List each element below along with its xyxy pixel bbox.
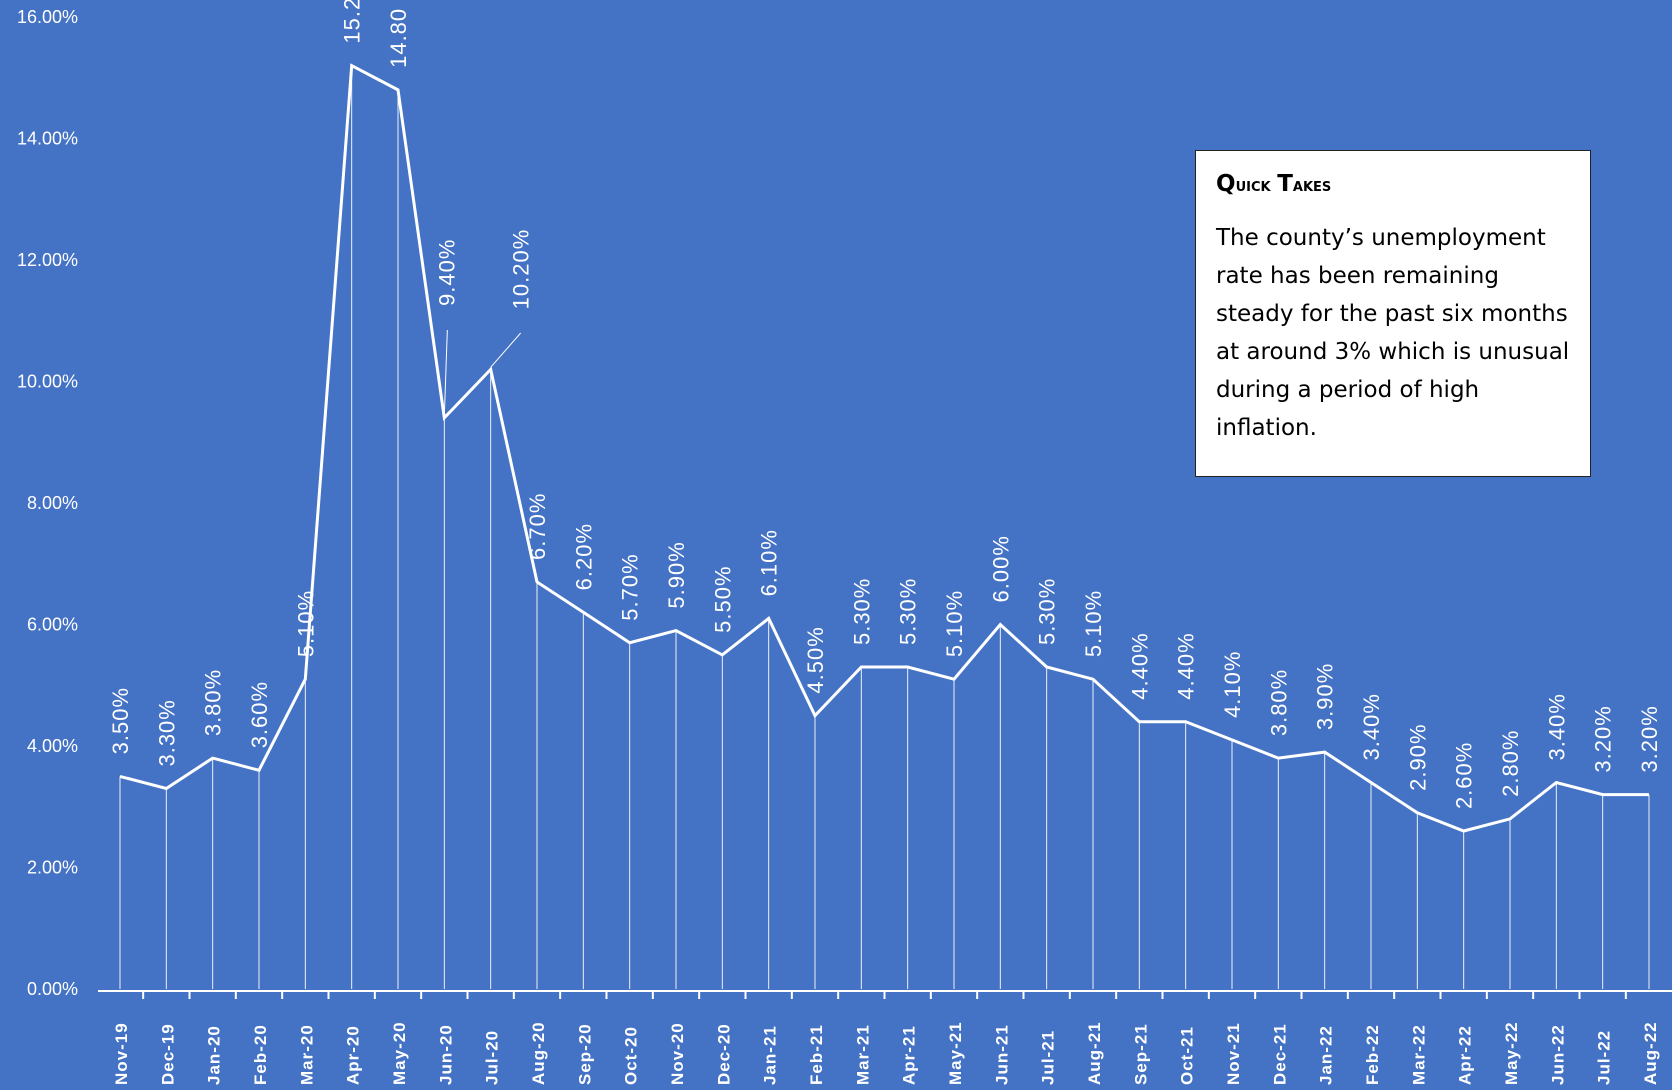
x-tick-label: May-22 — [1502, 1021, 1521, 1085]
data-label: 9.40% — [434, 239, 459, 306]
data-label: 14.80 — [386, 8, 411, 68]
y-tick-label: 16.00% — [17, 7, 78, 27]
x-tick-label: Jan-20 — [205, 1025, 224, 1085]
data-label: 4.50% — [803, 626, 828, 693]
data-label: 2.80% — [1498, 730, 1523, 797]
x-tick-label: Dec-19 — [158, 1023, 177, 1085]
x-tick-label: Dec-21 — [1270, 1023, 1289, 1085]
x-tick-label: Jul-20 — [483, 1030, 502, 1085]
x-tick-label: Dec-20 — [714, 1023, 733, 1085]
x-tick-label: Feb-22 — [1363, 1024, 1382, 1085]
callout-title-initial: T — [1277, 171, 1293, 197]
y-tick-label: 8.00% — [27, 493, 78, 513]
x-tick-label: Aug-21 — [1085, 1021, 1104, 1085]
y-tick-label: 12.00% — [17, 250, 78, 270]
x-tick-label: Apr-21 — [900, 1025, 919, 1085]
data-label: 3.20% — [1591, 705, 1616, 772]
data-label: 15.2 — [340, 0, 365, 44]
x-tick-label: Feb-21 — [807, 1024, 826, 1085]
x-tick-label: Nov-20 — [668, 1022, 687, 1085]
x-tick-label: Nov-21 — [1224, 1022, 1243, 1085]
data-label: 6.20% — [571, 523, 596, 590]
data-label: 2.60% — [1452, 742, 1477, 809]
x-tick-label: Jun-22 — [1548, 1024, 1567, 1085]
data-label: 5.10% — [942, 590, 967, 657]
x-tick-label: Apr-20 — [344, 1025, 363, 1085]
data-label: 4.40% — [1127, 632, 1152, 699]
series-line — [119, 63, 1649, 833]
x-tick-label: Jun-20 — [436, 1024, 455, 1085]
x-tick-label: Jul-21 — [1039, 1030, 1058, 1085]
x-tick-label: Mar-20 — [297, 1024, 316, 1085]
data-label: 5.10% — [293, 590, 318, 657]
y-tick-label: 10.00% — [17, 372, 78, 392]
data-label: 5.10% — [1081, 590, 1106, 657]
x-tick-label: May-20 — [390, 1021, 409, 1085]
x-tick-label: Apr-22 — [1456, 1025, 1475, 1085]
data-label: 3.40% — [1544, 693, 1569, 760]
data-label: 3.60% — [247, 681, 272, 748]
x-tick-label: Nov-19 — [112, 1022, 131, 1085]
y-tick-label: 0.00% — [27, 979, 78, 999]
x-tick-label: Sep-20 — [575, 1023, 594, 1085]
x-tick-label: Sep-21 — [1131, 1023, 1150, 1085]
y-tick-label: 2.00% — [27, 858, 78, 878]
data-label: 5.70% — [618, 553, 643, 620]
label-leader-line — [490, 332, 522, 368]
x-tick-label: Jul-22 — [1595, 1030, 1614, 1085]
x-tick-label: Aug-20 — [529, 1021, 548, 1085]
data-label: 6.00% — [988, 535, 1013, 602]
x-tick-label: Feb-20 — [251, 1024, 270, 1085]
quick-takes-callout: Quick Takes The county’s unemployment ra… — [1195, 150, 1591, 477]
data-label: 5.30% — [896, 578, 921, 645]
data-label: 3.80% — [1266, 669, 1291, 736]
x-tick-label: May-21 — [946, 1021, 965, 1085]
callout-title: Quick Takes — [1216, 171, 1332, 197]
x-tick-label: Oct-20 — [622, 1026, 641, 1085]
data-label: 4.10% — [1220, 651, 1245, 718]
data-label: 3.20% — [1637, 705, 1662, 772]
x-tick-label: Jun-21 — [992, 1024, 1011, 1085]
data-label: 6.10% — [757, 529, 782, 596]
data-label: 5.90% — [664, 541, 689, 608]
data-label: 3.50% — [108, 687, 133, 754]
data-label: 5.50% — [710, 565, 735, 632]
y-tick-label: 4.00% — [27, 736, 78, 756]
y-tick-label: 6.00% — [27, 615, 78, 635]
data-label: 2.90% — [1405, 723, 1430, 790]
data-label: 3.80% — [201, 669, 226, 736]
data-label: 4.40% — [1174, 632, 1199, 699]
data-label: 5.30% — [1035, 578, 1060, 645]
x-tick-label: Aug-22 — [1641, 1021, 1660, 1085]
data-label: 5.30% — [849, 578, 874, 645]
x-tick-label: Oct-21 — [1178, 1026, 1197, 1085]
x-tick-label: Mar-22 — [1409, 1024, 1428, 1085]
callout-title-initial: Q — [1216, 171, 1236, 197]
data-label: 3.40% — [1359, 693, 1384, 760]
data-label: 10.20% — [509, 229, 534, 310]
x-tick-label: Jan-21 — [761, 1025, 780, 1085]
data-label: 3.90% — [1313, 663, 1338, 730]
data-label: 6.70% — [525, 493, 550, 560]
y-tick-label: 14.00% — [17, 129, 78, 149]
x-tick-label: Mar-21 — [853, 1024, 872, 1085]
callout-body: The county’s unemployment rate has been … — [1216, 225, 1570, 441]
x-tick-label: Jan-22 — [1317, 1025, 1336, 1085]
label-leader-line — [443, 329, 448, 416]
data-label: 3.30% — [154, 699, 179, 766]
